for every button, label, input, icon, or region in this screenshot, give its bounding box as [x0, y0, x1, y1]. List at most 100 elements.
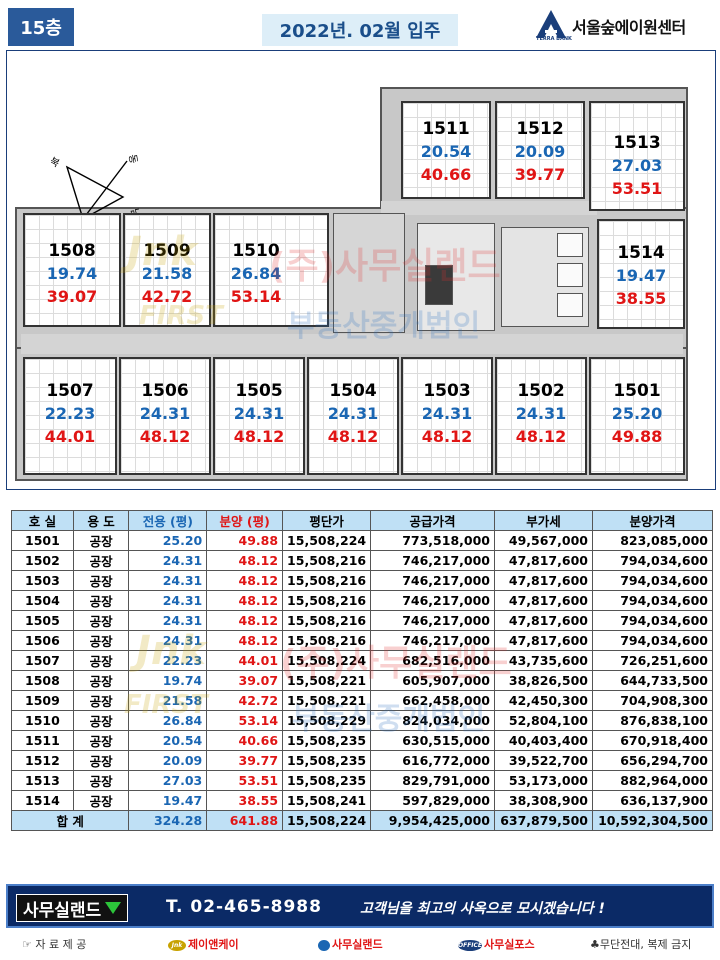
unit-1513[interactable]: 1513 27.03 53.51 [589, 101, 685, 211]
cell-total-price: 656,294,700 [591, 750, 714, 771]
total-supply-price: 9,954,425,000 [370, 810, 495, 831]
cell-supply-price: 746,217,000 [370, 570, 495, 591]
cell-exclusive: 19.74 [128, 670, 208, 691]
cell-sale-area: 40.66 [206, 730, 284, 751]
cell-unit: 1503 [11, 570, 74, 591]
table-header-row: 호 실 용 도 전용 (평) 분양 (평) 평단가 공급가격 부가세 분양가격 [11, 510, 714, 531]
cell-exclusive: 24.31 [128, 590, 208, 611]
compass-north: 북 [48, 155, 62, 170]
unit-exclusive-area: 22.23 [44, 404, 96, 423]
col-supply-price: 공급가격 [370, 510, 495, 531]
brand: TERRA BANK 서울숲에이원센터 [534, 6, 714, 46]
table-row: 1501 공장 25.20 49.88 15,508,224 773,518,000 49,… [11, 530, 714, 551]
cell-total-price: 823,085,000 [591, 530, 714, 551]
restroom-core [333, 213, 405, 333]
cell-total-price: 794,034,600 [591, 610, 714, 631]
cell-total-price: 876,838,100 [591, 710, 714, 731]
table-row: 1503 공장 24.31 48.12 15,508,216 746,217,000 47,… [11, 570, 714, 591]
cell-usage: 공장 [72, 750, 130, 771]
cell-vat: 38,308,900 [493, 790, 593, 811]
cell-vat: 47,817,600 [493, 570, 593, 591]
cell-total-price: 882,964,000 [591, 770, 714, 791]
table-row: 1509 공장 21.58 42.72 15,508,221 662,458,000 42,… [11, 690, 714, 711]
unit-1504[interactable]: 1504 24.31 48.12 [307, 357, 399, 475]
cell-supply-price: 746,217,000 [370, 630, 495, 651]
cell-usage: 공장 [72, 590, 130, 611]
unit-number: 1505 [235, 381, 283, 401]
cell-unit-price: 15,508,221 [282, 690, 372, 711]
unit-1501[interactable]: 1501 25.20 49.88 [589, 357, 685, 475]
footer-brand-label: 사무실랜드 [23, 900, 102, 921]
col-unit: 호 실 [11, 510, 74, 531]
cell-unit-price: 15,508,224 [282, 530, 372, 551]
table-body: 1501 공장 25.20 49.88 15,508,224 773,518,000 49,… [11, 530, 714, 811]
cell-unit-price: 15,508,216 [282, 570, 372, 591]
cell-total-price: 794,034,600 [591, 590, 714, 611]
unit-exclusive-area: 24.31 [233, 404, 285, 423]
cell-exclusive: 27.03 [128, 770, 208, 791]
cell-supply-price: 829,791,000 [370, 770, 495, 791]
table-row: 1502 공장 24.31 48.12 15,508,216 746,217,000 47,… [11, 550, 714, 571]
unit-number: 1507 [46, 381, 94, 401]
unit-1506[interactable]: 1506 24.31 48.12 [119, 357, 211, 475]
price-table: 호 실 용 도 전용 (평) 분양 (평) 평단가 공급가격 부가세 분양가격 … [10, 510, 714, 831]
unit-sale-area: 48.12 [515, 427, 567, 446]
unit-1510[interactable]: 1510 26.84 53.14 [213, 213, 329, 327]
cell-total-price: 704,908,300 [591, 690, 714, 711]
col-total-price: 분양가격 [591, 510, 714, 531]
land-logo-icon [318, 939, 330, 951]
unit-1514[interactable]: 1514 19.47 38.55 [597, 219, 685, 329]
total-sale-area: 641.88 [206, 810, 284, 831]
cell-unit: 1510 [11, 710, 74, 731]
unit-1502[interactable]: 1502 24.31 48.12 [495, 357, 587, 475]
cell-unit-price: 15,508,216 [282, 590, 372, 611]
elevator-shaft-b [557, 263, 583, 287]
cell-unit: 1513 [11, 770, 74, 791]
table-row: 1506 공장 24.31 48.12 15,508,216 746,217,000 47,… [11, 630, 714, 651]
total-label: 합 계 [10, 810, 130, 831]
cell-exclusive: 22.23 [128, 650, 208, 671]
cell-sale-area: 48.12 [206, 550, 284, 571]
unit-exclusive-area: 19.74 [46, 264, 98, 283]
cell-vat: 53,173,000 [493, 770, 593, 791]
cell-vat: 42,450,300 [493, 690, 593, 711]
cell-unit-price: 15,508,235 [282, 730, 372, 751]
cell-exclusive: 25.20 [128, 530, 208, 551]
cell-unit: 1505 [11, 610, 74, 631]
unit-1503[interactable]: 1503 24.31 48.12 [401, 357, 493, 475]
unit-exclusive-area: 25.20 [611, 404, 663, 423]
unit-1507[interactable]: 1507 22.23 44.01 [23, 357, 117, 475]
footer-phone: T. 02-465-8988 [166, 897, 322, 917]
unit-sale-area: 53.51 [611, 179, 663, 198]
table-row: 1512 공장 20.09 39.77 15,508,235 616,772,000 39,… [11, 750, 714, 771]
unit-1512[interactable]: 1512 20.09 39.77 [495, 101, 585, 199]
cell-unit: 1509 [11, 690, 74, 711]
unit-1511[interactable]: 1511 20.54 40.66 [401, 101, 491, 199]
credit-pos-label: 사무실포스 [484, 938, 535, 951]
cell-total-price: 670,918,400 [591, 730, 714, 751]
unit-sale-area: 40.66 [420, 165, 472, 184]
unit-exclusive-area: 24.31 [515, 404, 567, 423]
unit-exclusive-area: 24.31 [421, 404, 473, 423]
cell-unit: 1502 [11, 550, 74, 571]
cell-supply-price: 746,217,000 [370, 550, 495, 571]
unit-number: 1510 [232, 241, 280, 261]
footer-slogan: 고객님을 최고의 사옥으로 모시겠습니다 ! [360, 901, 605, 917]
cell-unit-price: 15,508,216 [282, 610, 372, 631]
footer-banner: 사무실랜드 T. 02-465-8988 고객님을 최고의 사옥으로 모시겠습니… [6, 884, 714, 928]
corridor [21, 334, 683, 354]
unit-exclusive-area: 24.31 [139, 404, 191, 423]
unit-number: 1504 [329, 381, 377, 401]
cell-sale-area: 48.12 [206, 610, 284, 631]
unit-number: 1512 [516, 119, 564, 139]
cell-vat: 39,522,700 [493, 750, 593, 771]
unit-1508[interactable]: 1508 19.74 39.07 [23, 213, 121, 327]
unit-exclusive-area: 20.09 [514, 142, 566, 161]
unit-number: 1511 [422, 119, 470, 139]
cell-sale-area: 49.88 [206, 530, 284, 551]
credit-source: ☞ 자 료 제 공 [22, 938, 87, 951]
unit-1509[interactable]: 1509 21.58 42.72 [123, 213, 211, 327]
unit-1505[interactable]: 1505 24.31 48.12 [213, 357, 305, 475]
cell-unit: 1504 [11, 590, 74, 611]
unit-number: 1503 [423, 381, 471, 401]
